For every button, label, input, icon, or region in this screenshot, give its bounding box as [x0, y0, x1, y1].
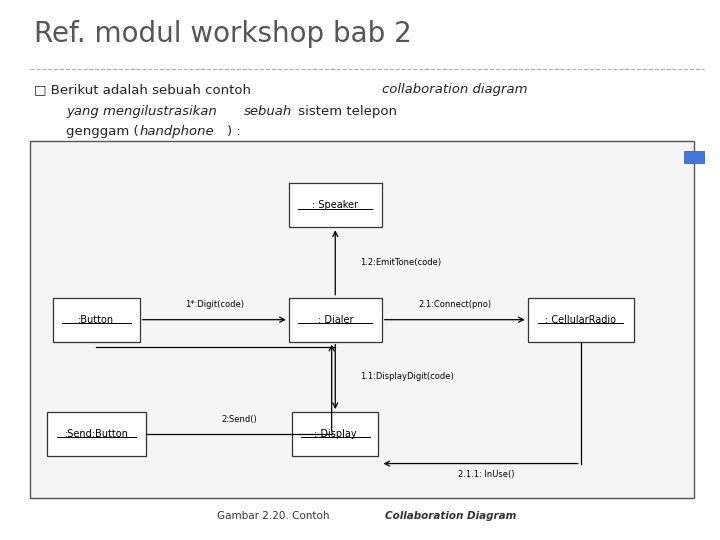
Text: sebuah: sebuah — [244, 105, 292, 118]
Text: : Dialer: : Dialer — [318, 315, 353, 325]
Text: 2.1.1: InUse(): 2.1.1: InUse() — [459, 470, 515, 479]
Text: Gambar 2.20. Contoh: Gambar 2.20. Contoh — [217, 511, 333, 521]
Text: :Send:Button: :Send:Button — [65, 429, 128, 439]
Text: 1.1:DisplayDigit(code): 1.1:DisplayDigit(code) — [360, 373, 454, 381]
Text: handphone: handphone — [140, 125, 215, 138]
Text: :Button: :Button — [78, 315, 114, 325]
Text: Collaboration Diagram: Collaboration Diagram — [385, 511, 516, 521]
Bar — [289, 298, 382, 342]
Text: ) :: ) : — [228, 125, 241, 138]
Text: 1.2:EmitTone(code): 1.2:EmitTone(code) — [360, 258, 441, 267]
Bar — [30, 141, 693, 498]
Bar — [47, 412, 146, 456]
Text: 2:Send(): 2:Send() — [221, 415, 257, 424]
Bar — [684, 151, 704, 163]
Text: : Speaker: : Speaker — [312, 200, 359, 211]
Text: : Display: : Display — [314, 429, 356, 439]
Text: Ref. modul workshop bab 2: Ref. modul workshop bab 2 — [34, 20, 411, 48]
Bar — [289, 184, 382, 227]
Text: sistem telepon: sistem telepon — [294, 105, 397, 118]
Text: yang mengilustrasikan: yang mengilustrasikan — [66, 105, 221, 118]
Bar — [53, 298, 140, 342]
Text: □ Berikut adalah sebuah contoh: □ Berikut adalah sebuah contoh — [34, 83, 255, 96]
Bar — [292, 412, 379, 456]
Text: : CellularRadio: : CellularRadio — [545, 315, 616, 325]
Text: 1*:Digit(code): 1*:Digit(code) — [184, 300, 243, 309]
Bar — [528, 298, 634, 342]
Text: 2.1:Connect(pno): 2.1:Connect(pno) — [418, 300, 491, 309]
Text: collaboration diagram: collaboration diagram — [382, 83, 527, 96]
Text: genggam (: genggam ( — [66, 125, 138, 138]
